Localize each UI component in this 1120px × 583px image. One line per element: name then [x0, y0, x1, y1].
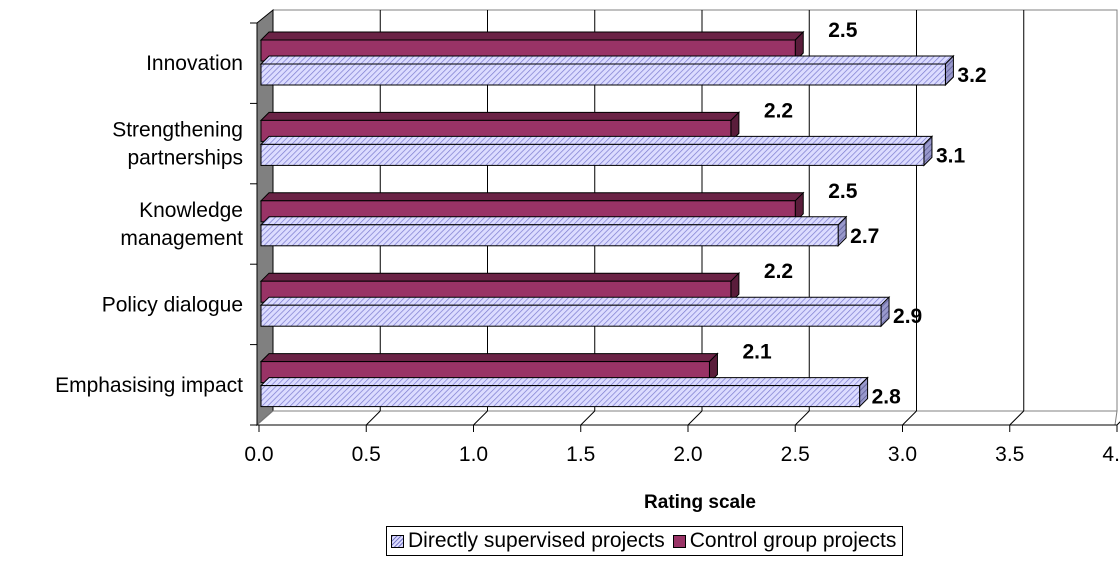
gridline-floor: [902, 410, 917, 426]
legend-label-directly-supervised: Directly supervised projects: [408, 529, 665, 552]
bar-control-group-top: [259, 111, 741, 121]
data-label-directly-supervised: 3.2: [957, 64, 986, 87]
bar-directly-supervised-top: [259, 216, 848, 226]
data-label-control-group: 2.2: [764, 260, 793, 283]
category-label: Innovation: [146, 52, 243, 75]
bar-directly-supervised-top: [259, 55, 955, 65]
x-tick-label: 0.5: [352, 443, 381, 466]
gridline-floor: [1009, 410, 1025, 426]
legend-item-control-group: Control group projects: [672, 529, 897, 553]
bar-directly-supervised: [259, 215, 848, 248]
bar-control-group-top: [259, 31, 805, 41]
legend-label-control-group: Control group projects: [689, 529, 897, 552]
category-label: Policy dialogue: [102, 293, 243, 316]
bar-directly-supervised-front: [260, 63, 946, 86]
bar-directly-supervised: [259, 54, 955, 87]
bar-directly-supervised-front: [260, 304, 882, 327]
category-label: management: [120, 227, 243, 250]
bar-directly-supervised: [259, 135, 934, 167]
x-tick-label: 3.0: [888, 443, 917, 466]
plot-floor: [255, 410, 1118, 426]
x-tick-label: 2.5: [781, 443, 810, 466]
category-label: Strengthening: [112, 119, 243, 142]
data-label-directly-supervised: 3.1: [936, 144, 966, 167]
x-tick-label: 2.0: [673, 443, 702, 466]
bar-directly-supervised-top: [259, 296, 891, 306]
x-tick-label: 1.5: [566, 443, 595, 466]
data-label-control-group: 2.2: [764, 99, 793, 122]
gridline-floor: [473, 410, 488, 426]
data-label-control-group: 2.5: [828, 19, 858, 42]
gridline-floor: [687, 410, 703, 426]
x-axis-title: Rating scale: [644, 492, 756, 513]
data-label-control-group: 2.5: [828, 180, 858, 203]
bar-control-group-top: [259, 192, 805, 202]
x-tick-label: 3.5: [995, 443, 1024, 466]
bar-directly-supervised: [259, 295, 891, 328]
bar-directly-supervised: [259, 376, 869, 408]
gridline-floor: [580, 410, 596, 426]
bar-directly-supervised-top: [259, 377, 869, 387]
gridline-floor: [794, 410, 810, 426]
legend-swatch-control-group: [672, 534, 686, 548]
gridline-floor: [1116, 421, 1120, 426]
bar-control-group-top: [259, 353, 719, 363]
gridline-floor: [365, 410, 381, 426]
bar-control-group-top: [259, 272, 741, 282]
x-tick-label: 4.0: [1102, 443, 1120, 466]
bar-directly-supervised-front: [260, 143, 925, 166]
bar-directly-supervised-top: [259, 135, 934, 145]
data-label-directly-supervised: 2.8: [872, 386, 902, 409]
data-label-control-group: 2.1: [742, 341, 772, 364]
bar-directly-supervised-front: [260, 385, 861, 408]
x-tick-label: 1.0: [459, 443, 488, 466]
data-label-directly-supervised: 2.9: [893, 305, 922, 328]
data-label-directly-supervised: 2.7: [850, 225, 879, 248]
bar-directly-supervised-front: [260, 224, 839, 247]
legend: Directly supervised projects Control gro…: [386, 526, 904, 556]
category-label: Emphasising impact: [55, 374, 243, 397]
category-label: Knowledge: [139, 199, 243, 222]
legend-swatch-directly-supervised: [391, 534, 404, 548]
legend-item-directly-supervised: Directly supervised projects: [391, 529, 665, 553]
x-tick-label: 0.0: [244, 443, 273, 466]
category-label: partnerships: [127, 147, 243, 170]
